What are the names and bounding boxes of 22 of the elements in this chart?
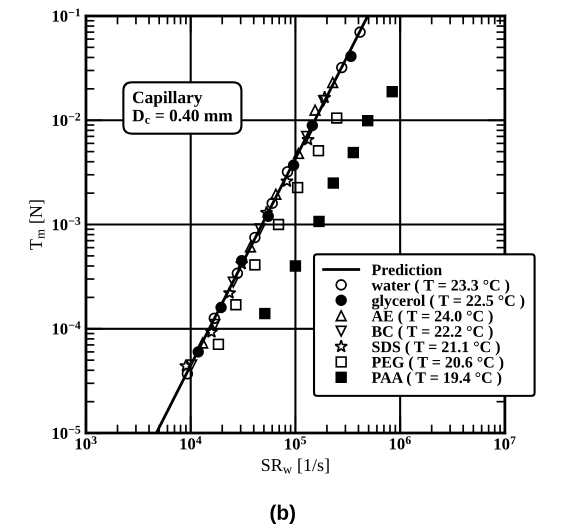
legend-label: glycerol ( T = 22.5 °C ) xyxy=(372,294,524,310)
legend-label: Prediction xyxy=(372,264,442,276)
legend-label: water ( T = 23.3 °C ) xyxy=(372,279,510,294)
y-tick-label: 10$^{−4}$ xyxy=(52,321,81,335)
y-tick-label: 10$^{−2}$ xyxy=(52,112,80,126)
y-axis-title: T$_{m}$ [N] xyxy=(29,200,44,250)
text: (b) xyxy=(270,504,295,524)
annotation: Capillary D$_{c}$ = 0.40 mm xyxy=(132,91,232,124)
y-tick-label: 10$^{−3}$ xyxy=(52,217,80,230)
x-tick-label: 10$^{6}$ xyxy=(390,436,411,450)
x-tick-label: 10$^{5}$ xyxy=(285,436,306,450)
legend-label: BC ( T = 22.2 °C ) xyxy=(372,326,493,340)
legend-label: AE ( T = 24.0 °C ) xyxy=(372,310,493,325)
legend-label: PAA ( T = 19.4 °C ) xyxy=(372,372,502,386)
x-tick-label: 10$^{7}$ xyxy=(494,436,516,450)
legend-label: PEG ( T = 20.6 °C ) xyxy=(372,356,504,371)
x-tick-label: 10$^{3}$ xyxy=(76,436,97,450)
y-tick-label: 10$^{−5}$ xyxy=(52,426,80,439)
legend-label: SDS ( T = 21.1 °C ) xyxy=(372,341,500,356)
x-axis-title: SR$_{w}$ [1/s] xyxy=(262,458,329,474)
x-tick-label: 10$^{4}$ xyxy=(180,436,202,450)
y-tick-label: 10$^{−1}$ xyxy=(52,8,80,22)
